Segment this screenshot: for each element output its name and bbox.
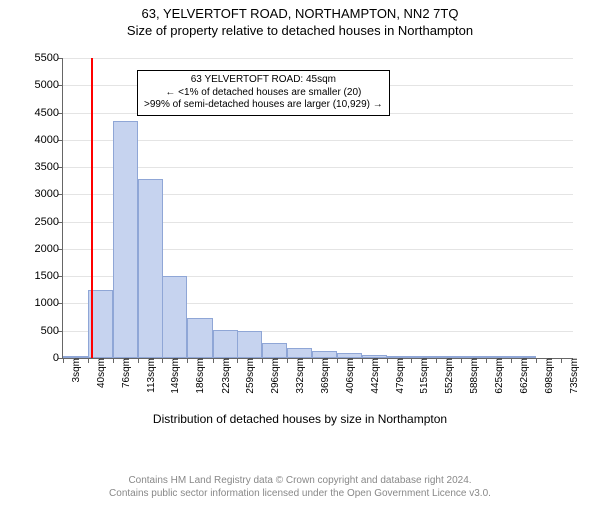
- y-tick-label: 3500: [35, 161, 63, 173]
- x-tick-label: 332sqm: [291, 358, 306, 394]
- x-tick-mark: [162, 358, 163, 363]
- x-tick-mark: [262, 358, 263, 363]
- x-tick-label: 698sqm: [540, 358, 555, 394]
- x-tick-label: 149sqm: [166, 358, 181, 394]
- x-tick-label: 735sqm: [565, 358, 580, 394]
- x-tick-label: 625sqm: [490, 358, 505, 394]
- y-tick-label: 3000: [35, 188, 63, 200]
- histogram-bar: [63, 356, 88, 358]
- x-tick-mark: [561, 358, 562, 363]
- y-tick-label: 4500: [35, 107, 63, 119]
- x-axis-label: Distribution of detached houses by size …: [0, 412, 600, 426]
- histogram-bar: [213, 330, 238, 358]
- x-tick-mark: [113, 358, 114, 363]
- x-tick-label: 259sqm: [241, 358, 256, 394]
- histogram-bar: [511, 356, 536, 358]
- x-tick-mark: [88, 358, 89, 363]
- x-tick-label: 442sqm: [366, 358, 381, 394]
- histogram-bar: [113, 121, 138, 358]
- annotation-line-2: ← <1% of detached houses are smaller (20…: [144, 87, 383, 100]
- x-tick-mark: [337, 358, 338, 363]
- y-gridline: [63, 167, 573, 168]
- histogram-bar: [436, 356, 461, 358]
- y-tick-label: 5000: [35, 79, 63, 91]
- chart-title-sub: Size of property relative to detached ho…: [0, 23, 600, 38]
- x-tick-label: 3sqm: [67, 358, 82, 382]
- x-tick-mark: [536, 358, 537, 363]
- x-tick-mark: [187, 358, 188, 363]
- y-tick-label: 500: [41, 325, 63, 337]
- x-tick-label: 406sqm: [341, 358, 356, 394]
- x-tick-label: 369sqm: [316, 358, 331, 394]
- x-tick-mark: [511, 358, 512, 363]
- histogram-bar: [362, 355, 387, 358]
- histogram-bar: [411, 356, 436, 358]
- credits-text: Contains HM Land Registry data © Crown c…: [0, 474, 600, 500]
- y-tick-label: 0: [53, 352, 63, 364]
- y-tick-label: 2500: [35, 216, 63, 228]
- histogram-bar: [138, 179, 163, 358]
- y-tick-label: 1000: [35, 297, 63, 309]
- chart-title-main: 63, YELVERTOFT ROAD, NORTHAMPTON, NN2 7T…: [0, 6, 600, 21]
- x-tick-mark: [287, 358, 288, 363]
- x-tick-label: 223sqm: [217, 358, 232, 394]
- x-tick-mark: [63, 358, 64, 363]
- x-tick-mark: [138, 358, 139, 363]
- credits-line-2: Contains public sector information licen…: [0, 487, 600, 500]
- x-tick-label: 76sqm: [117, 358, 132, 388]
- x-tick-label: 296sqm: [266, 358, 281, 394]
- credits-line-1: Contains HM Land Registry data © Crown c…: [0, 474, 600, 487]
- annotation-line-1: 63 YELVERTOFT ROAD: 45sqm: [144, 74, 383, 87]
- property-marker-line: [91, 58, 93, 358]
- y-tick-label: 1500: [35, 270, 63, 282]
- x-tick-mark: [486, 358, 487, 363]
- histogram-bar: [162, 276, 187, 358]
- chart-area: Number of detached properties 0500100015…: [0, 48, 600, 428]
- x-tick-mark: [411, 358, 412, 363]
- x-tick-label: 588sqm: [465, 358, 480, 394]
- x-tick-mark: [461, 358, 462, 363]
- x-tick-mark: [237, 358, 238, 363]
- annotation-line-3: >99% of semi-detached houses are larger …: [144, 99, 383, 112]
- histogram-bar: [187, 318, 212, 358]
- plot-area: 0500100015002000250030003500400045005000…: [62, 58, 573, 359]
- x-tick-label: 552sqm: [440, 358, 455, 394]
- y-gridline: [63, 58, 573, 59]
- histogram-bar: [262, 343, 287, 358]
- histogram-bar: [312, 351, 337, 358]
- x-tick-label: 113sqm: [142, 358, 157, 393]
- x-tick-mark: [436, 358, 437, 363]
- x-tick-label: 515sqm: [415, 358, 430, 394]
- histogram-bar: [237, 331, 262, 358]
- y-tick-label: 2000: [35, 243, 63, 255]
- x-tick-mark: [312, 358, 313, 363]
- x-tick-label: 479sqm: [391, 358, 406, 394]
- x-tick-label: 40sqm: [92, 358, 107, 388]
- annotation-box: 63 YELVERTOFT ROAD: 45sqm← <1% of detach…: [137, 70, 390, 116]
- x-tick-mark: [362, 358, 363, 363]
- y-gridline: [63, 140, 573, 141]
- y-tick-label: 4000: [35, 134, 63, 146]
- x-tick-label: 186sqm: [191, 358, 206, 394]
- histogram-bar: [337, 353, 362, 358]
- histogram-bar: [461, 356, 486, 358]
- x-tick-mark: [213, 358, 214, 363]
- histogram-bar: [486, 356, 511, 358]
- histogram-bar: [287, 348, 312, 358]
- x-tick-mark: [387, 358, 388, 363]
- x-tick-label: 662sqm: [515, 358, 530, 394]
- y-tick-label: 5500: [35, 52, 63, 64]
- histogram-bar: [387, 356, 412, 358]
